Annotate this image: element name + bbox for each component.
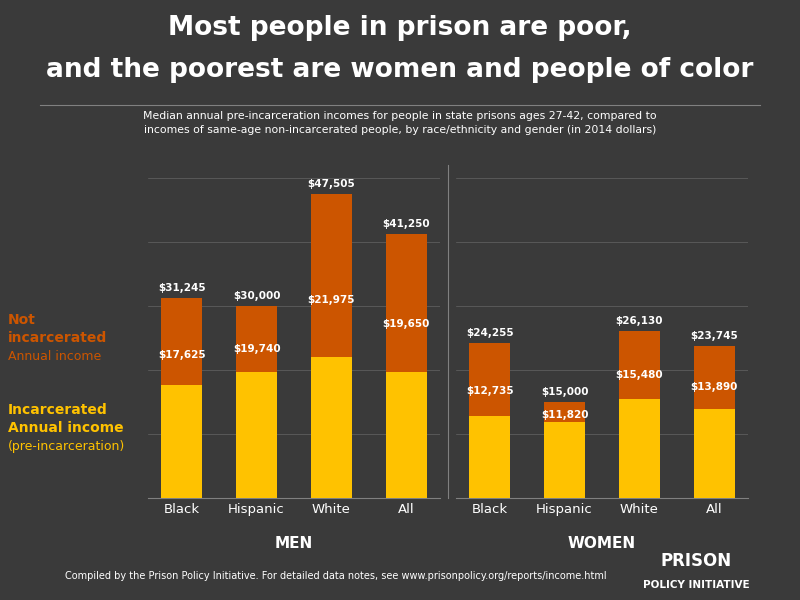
Text: $19,740: $19,740 [233,344,281,353]
Bar [619,399,660,498]
Bar [236,306,277,371]
Bar [544,422,585,498]
Text: (pre-incarceration): (pre-incarceration) [8,440,126,453]
Text: $23,745: $23,745 [690,331,738,341]
Text: Not: Not [8,313,36,328]
Bar [162,298,202,385]
Bar [236,371,277,498]
Text: $47,505: $47,505 [307,179,355,190]
Bar [694,409,734,498]
Bar [470,343,510,416]
Text: $24,255: $24,255 [466,328,514,338]
Text: Incarcerated: Incarcerated [8,403,108,418]
Text: POLICY INITIATIVE: POLICY INITIATIVE [642,580,750,590]
Bar [619,331,660,399]
Text: Compiled by the Prison Policy Initiative. For detailed data notes, see www.priso: Compiled by the Prison Policy Initiative… [65,571,607,581]
Text: Median annual pre-incarceration incomes for people in state prisons ages 27-42, : Median annual pre-incarceration incomes … [143,111,657,135]
Text: $15,000: $15,000 [541,388,588,397]
Text: Most people in prison are poor,: Most people in prison are poor, [168,15,632,41]
Text: WOMEN: WOMEN [568,535,636,551]
Bar [311,194,352,357]
Bar [470,416,510,498]
Text: $11,820: $11,820 [541,410,588,420]
Text: $30,000: $30,000 [233,292,280,301]
Text: MEN: MEN [275,535,313,551]
Text: $15,480: $15,480 [615,370,663,380]
Text: $12,735: $12,735 [466,386,514,395]
Bar [694,346,734,409]
Text: and the poorest are women and people of color: and the poorest are women and people of … [46,57,754,83]
Text: PRISON: PRISON [661,552,731,570]
Text: $19,650: $19,650 [382,319,430,329]
Text: $31,245: $31,245 [158,283,206,293]
Text: incarcerated: incarcerated [8,331,107,346]
Bar [386,372,426,498]
Bar [311,357,352,498]
Text: Annual income: Annual income [8,421,124,436]
Bar [162,385,202,498]
Text: Annual income: Annual income [8,350,102,363]
Text: $41,250: $41,250 [382,220,430,229]
Text: $13,890: $13,890 [690,382,738,392]
Text: $21,975: $21,975 [308,295,355,305]
Bar [544,402,585,422]
Bar [386,234,426,372]
Text: $26,130: $26,130 [616,316,663,326]
Text: $17,625: $17,625 [158,350,206,359]
